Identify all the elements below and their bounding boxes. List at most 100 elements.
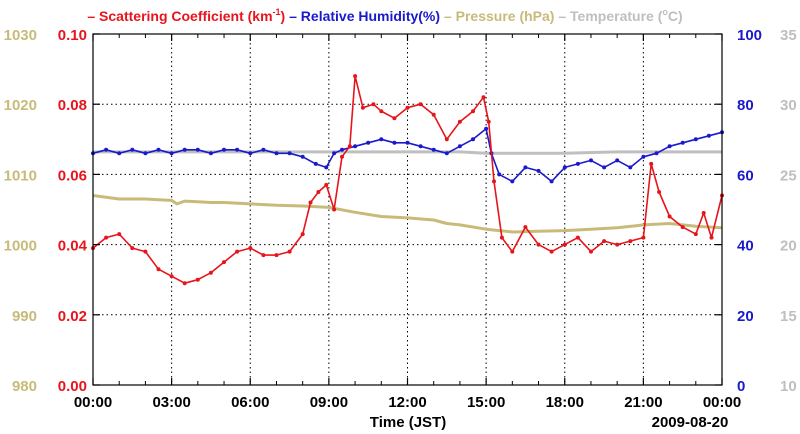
relative-humidity-point — [104, 147, 109, 152]
scattering-coefficient-point — [457, 119, 462, 124]
legend-entry-sup-0: -1 — [273, 7, 281, 17]
scattering-coefficient-point — [562, 242, 567, 247]
relative-humidity-point — [471, 137, 475, 142]
legend-entry-tail-3: C) — [668, 8, 683, 24]
temperature-tick-label: 20 — [780, 238, 797, 255]
scattering-coefficient-point — [641, 235, 646, 240]
scattering-coefficient-point — [130, 246, 135, 251]
scattering-tick-label: 0.06 — [58, 167, 87, 184]
legend-marker-1: – — [285, 8, 301, 24]
scattering-coefficient-point — [235, 249, 240, 254]
scattering-coefficient-point — [693, 232, 698, 237]
relative-humidity-point — [680, 140, 685, 145]
scattering-tick-label: 0.04 — [58, 238, 88, 255]
temperature-tick-label: 15 — [780, 308, 797, 325]
scattering-coefficient-point — [347, 144, 352, 149]
scattering-coefficient-point — [657, 190, 662, 194]
relative-humidity-point — [143, 151, 148, 156]
relative-humidity-point — [156, 147, 161, 152]
x-tick-label: 09:00 — [310, 394, 348, 411]
x-tick-label: 00:00 — [74, 394, 112, 411]
scattering-coefficient-point — [701, 211, 706, 215]
date-label: 2009-08-20 — [652, 414, 729, 431]
scattering-coefficient-point — [709, 235, 714, 240]
scattering-tick-label: 0.00 — [58, 378, 87, 395]
relative-humidity-point — [287, 151, 292, 156]
relative-humidity-point — [589, 158, 593, 163]
relative-humidity-point — [575, 161, 580, 166]
scattering-coefficient-point — [486, 119, 491, 124]
scattering-tick-label: 0.08 — [58, 97, 87, 114]
scattering-coefficient-point — [195, 277, 200, 282]
scattering-coefficient-point — [649, 161, 654, 166]
scattering-coefficient-point — [332, 207, 337, 212]
scattering-coefficient-point — [353, 74, 358, 79]
relative-humidity-point — [274, 151, 279, 156]
scattering-coefficient-point — [379, 109, 384, 114]
relative-humidity-point — [497, 172, 502, 177]
humidity-tick-label: 40 — [737, 238, 754, 255]
scattering-coefficient-point — [602, 239, 607, 244]
relative-humidity-point — [324, 165, 329, 170]
relative-humidity-point — [366, 140, 371, 145]
humidity-tick-label: 20 — [737, 308, 754, 325]
scattering-coefficient-point — [589, 249, 593, 254]
scattering-coefficient-point — [405, 105, 410, 110]
scattering-coefficient-point — [575, 235, 580, 240]
relative-humidity-point — [549, 179, 554, 184]
scattering-coefficient-point — [628, 239, 633, 244]
scattering-coefficient-point — [680, 225, 685, 230]
scattering-coefficient-point — [499, 235, 504, 240]
scattering-coefficient-point — [360, 105, 365, 110]
scattering-coefficient-point — [274, 253, 279, 258]
relative-humidity-point — [248, 151, 253, 156]
scattering-coefficient-point — [287, 249, 292, 254]
scattering-coefficient-point — [104, 235, 109, 240]
scattering-coefficient-point — [300, 232, 305, 237]
scattering-coefficient-point — [308, 200, 313, 205]
relative-humidity-point — [628, 165, 633, 170]
relative-humidity-point — [484, 126, 489, 131]
scattering-tick-label: 0.02 — [58, 308, 87, 325]
x-tick-label: 00:00 — [703, 394, 741, 411]
relative-humidity-point — [130, 147, 135, 152]
scattering-coefficient-point — [156, 267, 161, 272]
legend-entry-3: Temperature ( — [570, 8, 663, 24]
scattering-coefficient-point — [471, 109, 475, 114]
relative-humidity-point — [117, 151, 122, 156]
relative-humidity-point — [536, 168, 541, 173]
pressure-tick-label: 980 — [12, 378, 37, 395]
x-tick-label: 06:00 — [231, 394, 269, 411]
scattering-coefficient-point — [248, 246, 253, 251]
legend-marker-0: – — [87, 8, 99, 24]
scattering-coefficient-point — [481, 95, 486, 100]
chart-legend: – Scattering Coefficient (km-1) – Relati… — [87, 7, 682, 24]
relative-humidity-point — [182, 147, 187, 152]
relative-humidity-point — [615, 158, 620, 163]
relative-humidity-point — [235, 147, 240, 152]
scattering-coefficient-point — [615, 242, 620, 247]
relative-humidity-point — [392, 140, 397, 145]
pressure-tick-label: 1020 — [4, 97, 37, 114]
relative-humidity-point — [602, 165, 607, 170]
scattering-coefficient-point — [371, 102, 376, 107]
legend-entry-sup-3: o — [662, 7, 668, 17]
relative-humidity-point — [405, 140, 410, 145]
scattering-coefficient-point — [182, 281, 187, 286]
scattering-coefficient-point — [667, 214, 672, 219]
humidity-tick-label: 0 — [737, 378, 745, 395]
x-tick-label: 21:00 — [624, 394, 662, 411]
relative-humidity-point — [510, 179, 515, 184]
scattering-coefficient-point — [444, 137, 449, 142]
relative-humidity-point — [353, 144, 358, 149]
relative-humidity-point — [693, 137, 698, 142]
grid — [93, 34, 722, 385]
legend-entry-0: Scattering Coefficient (km — [99, 8, 272, 24]
relative-humidity-point — [313, 161, 318, 166]
scattering-coefficient-point — [536, 242, 541, 247]
temperature-line — [93, 150, 722, 155]
scattering-tick-label: 0.10 — [58, 27, 87, 44]
scattering-coefficient-point — [169, 274, 174, 279]
scattering-coefficient-point — [418, 102, 423, 107]
